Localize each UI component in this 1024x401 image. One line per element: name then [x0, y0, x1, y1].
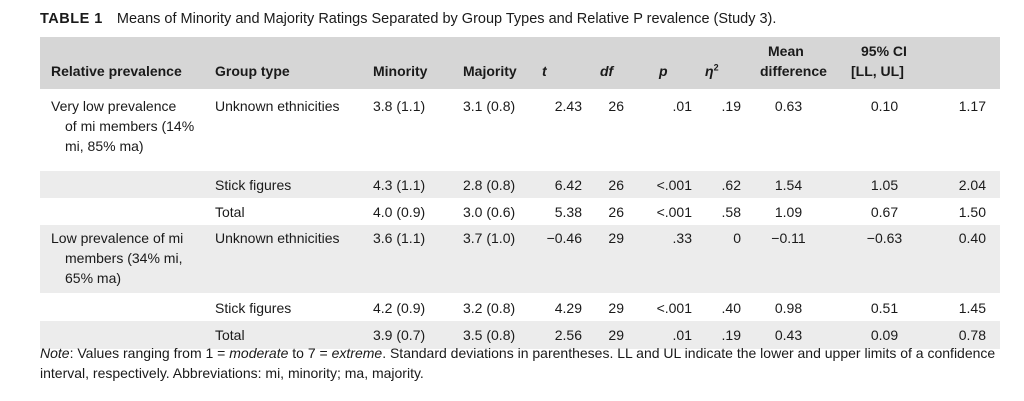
mean-diff-cell: 1.09 [774, 204, 803, 220]
ci-ll-cell: 0.67 [870, 204, 899, 220]
df-cell: 26 [608, 98, 624, 114]
majority-cell: 3.7 (1.0) [463, 230, 516, 246]
ci-ul-cell: 0.40 [958, 230, 986, 246]
table-row: Total 4.0 (0.9) 3.0 (0.6) 5.38 26 <.001 … [40, 198, 1000, 225]
table-label: TABLE 1 [40, 11, 103, 27]
p-cell: <.001 [656, 300, 692, 316]
header-ul [928, 37, 1000, 89]
header-df: df [600, 63, 614, 79]
df-cell: 26 [608, 177, 624, 193]
note-moderate: moderate [229, 345, 289, 361]
table-row: Very low prevalence of mi members (14% mi,… [40, 89, 1000, 171]
eta-cell: .19 [721, 327, 741, 343]
eta-cell: .19 [721, 98, 741, 114]
ci-ul-cell: 1.50 [958, 204, 986, 220]
p-cell: <.001 [656, 204, 692, 220]
t-cell: 6.42 [554, 177, 582, 193]
header-ci: 95% CI [LL, UL] [851, 43, 907, 79]
mean-diff-cell: 1.54 [774, 177, 803, 193]
eta-cell: .40 [721, 300, 741, 316]
group-type-cell: Unknown ethnicities [215, 230, 340, 246]
ci-ul-cell: 1.45 [958, 300, 986, 316]
header-majority: Majority [463, 63, 517, 79]
group-type-cell: Unknown ethnicities [215, 98, 340, 114]
prevalence-cell: Low prevalence of mi members (34% mi, 65% … [51, 230, 184, 286]
df-cell: 26 [608, 204, 624, 220]
ci-ul-cell: 0.78 [958, 327, 986, 343]
ci-ll-cell: 1.05 [870, 177, 899, 193]
group-type-cell: Total [215, 204, 245, 220]
t-cell: −0.46 [546, 230, 582, 246]
group-type-cell: Stick figures [215, 300, 292, 316]
table-note: Note: Values ranging from 1 = moderate t… [40, 343, 1015, 383]
mean-diff-cell: 0.63 [774, 98, 803, 114]
data-table: Relative prevalence Group type Minority … [40, 37, 1000, 349]
ci-ll-cell: 0.51 [870, 300, 899, 316]
t-cell: 2.56 [554, 327, 582, 343]
majority-cell: 3.1 (0.8) [463, 98, 516, 114]
majority-cell: 2.8 (0.8) [463, 177, 516, 193]
data-table-container: Relative prevalence Group type Minority … [40, 37, 1000, 349]
ci-ul-cell: 1.17 [958, 98, 986, 114]
t-cell: 5.38 [554, 204, 582, 220]
eta-cell: .62 [721, 177, 741, 193]
header-minority: Minority [373, 63, 428, 79]
table-row: Low prevalence of mi members (34% mi, 65% … [40, 225, 1000, 293]
t-cell: 4.29 [554, 300, 582, 316]
note-text-1: : Values ranging from 1 = [69, 345, 230, 361]
header-t: t [542, 63, 547, 79]
minority-cell: 3.8 (1.1) [373, 98, 426, 114]
header-eta-squared: η2 [705, 62, 719, 79]
note-extreme: extreme [331, 345, 383, 361]
prevalence-cell: Very low prevalence of mi members (14% mi,… [51, 98, 195, 154]
header-relative-prevalence: Relative prevalence [51, 63, 182, 79]
header-row: Relative prevalence Group type Minority … [40, 37, 1000, 89]
p-cell: .01 [672, 98, 692, 114]
note-text-2: to 7 = [288, 345, 332, 361]
table-caption: TABLE 1 Means of Minority and Majority Ra… [40, 11, 776, 27]
majority-cell: 3.5 (0.8) [463, 327, 516, 343]
majority-cell: 3.2 (0.8) [463, 300, 516, 316]
group-type-cell: Total [215, 327, 245, 343]
mean-diff-cell: 0.98 [774, 300, 803, 316]
prevalence-cell [40, 293, 204, 321]
df-cell: 29 [608, 327, 624, 343]
p-cell: .33 [672, 230, 692, 246]
table-title: Means of Minority and Majority Ratings S… [116, 11, 777, 27]
p-cell: .01 [672, 327, 692, 343]
ci-ul-cell: 2.04 [958, 177, 986, 193]
ci-ll-cell: 0.09 [870, 327, 899, 343]
table-row: Stick figures 4.2 (0.9) 3.2 (0.8) 4.29 2… [40, 293, 1000, 321]
table-row: Total 3.9 (0.7) 3.5 (0.8) 2.56 29 .01 .1… [40, 321, 1000, 349]
header-group-type: Group type [215, 63, 290, 79]
eta-cell: 0 [733, 230, 741, 246]
table-row: Stick figures 4.3 (1.1) 2.8 (0.8) 6.42 2… [40, 171, 1000, 198]
mean-diff-cell: 0.43 [774, 327, 803, 343]
majority-cell: 3.0 (0.6) [463, 204, 516, 220]
prevalence-cell [40, 171, 204, 198]
minority-cell: 4.2 (0.9) [373, 300, 426, 316]
ci-ll-cell: 0.10 [870, 98, 899, 114]
minority-cell: 4.0 (0.9) [373, 204, 426, 220]
prevalence-cell [40, 198, 204, 225]
note-text-3: . Standard deviations in parentheses. LL… [40, 345, 996, 381]
note-label: Note [40, 345, 70, 361]
group-type-cell: Stick figures [215, 177, 292, 193]
header-mean-difference: Mean difference [760, 43, 827, 79]
t-cell: 2.43 [554, 98, 582, 114]
minority-cell: 3.9 (0.7) [373, 327, 426, 343]
eta-cell: .58 [721, 204, 741, 220]
minority-cell: 4.3 (1.1) [373, 177, 426, 193]
header-p: p [659, 63, 668, 79]
ci-ll-cell: −0.63 [866, 230, 903, 246]
mean-diff-cell: −0.11 [771, 230, 806, 246]
df-cell: 29 [608, 300, 624, 316]
p-cell: <.001 [656, 177, 692, 193]
minority-cell: 3.6 (1.1) [373, 230, 426, 246]
df-cell: 29 [608, 230, 624, 246]
